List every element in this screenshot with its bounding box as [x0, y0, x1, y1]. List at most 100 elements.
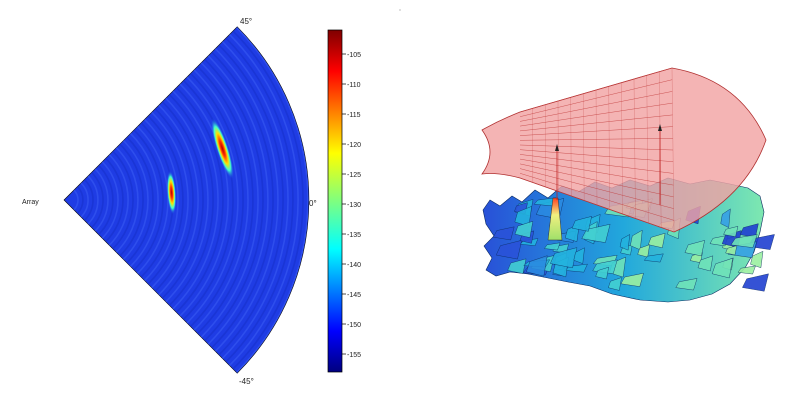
- surface-facet: [595, 266, 609, 280]
- surface-facet: [742, 273, 769, 292]
- range-ripple: [147, 115, 184, 285]
- surface-facet: [619, 234, 630, 251]
- range-ripple: [73, 189, 79, 211]
- range-ripple: [197, 65, 254, 335]
- range-ripple: [122, 140, 149, 260]
- surface-facet: [684, 240, 705, 257]
- range-ripple: [204, 58, 264, 342]
- range-ripple: [161, 101, 204, 299]
- range-ripple: [214, 48, 279, 352]
- stem-marker: [658, 124, 662, 131]
- grid-line: [557, 100, 559, 192]
- surface-facet: [608, 277, 622, 291]
- range-ripple: [144, 118, 179, 282]
- colorbar-tick-label: -155: [347, 352, 361, 359]
- range-ripple: [193, 69, 249, 331]
- range-ripple: [108, 154, 129, 246]
- range-ripple: [211, 51, 274, 349]
- surface-facet: [495, 240, 523, 260]
- upper-surface-grid: [519, 67, 675, 233]
- grid-line: [671, 67, 675, 233]
- range-ripple: [190, 72, 244, 328]
- colorbar-gradient: [327, 29, 343, 373]
- range-ripple: [112, 150, 134, 250]
- surface-facet: [581, 223, 611, 243]
- range-ripple: [232, 30, 304, 370]
- surface-facet: [544, 242, 561, 251]
- polar-heatmap: [63, 26, 310, 374]
- surface-facet: [697, 255, 714, 272]
- surface-facet: [620, 244, 633, 256]
- range-ripple: [200, 62, 259, 338]
- range-ripple: [87, 175, 99, 225]
- range-ripple: [228, 33, 299, 367]
- range-ripple: [158, 104, 199, 296]
- sector-background: [63, 26, 310, 374]
- surface-3d: [481, 67, 775, 303]
- surface-facet: [725, 245, 738, 256]
- surface-facet: [737, 265, 756, 275]
- surface-facet: [620, 272, 644, 287]
- range-ripple: [235, 26, 309, 374]
- range-ripple: [83, 178, 94, 222]
- colorbar-tick-label: -125: [347, 172, 361, 179]
- colorbar-ticks: -105 -110 -115 -120 -125 -130 -135 -140 -145 -150…: [342, 52, 361, 359]
- range-ripple: [186, 76, 239, 324]
- target-2: [210, 118, 234, 179]
- range-ripple: [221, 41, 289, 359]
- range-ripple: [165, 97, 209, 303]
- surface-facet: [723, 226, 739, 237]
- targets: [166, 118, 234, 215]
- surface-facet: [526, 255, 548, 277]
- range-ripple: [76, 186, 84, 214]
- colorbar-tick-label: -140: [347, 262, 361, 269]
- range-ripple: [168, 94, 214, 306]
- surface-peak: [547, 197, 563, 241]
- colorbar-tick-label: -135: [347, 232, 361, 239]
- range-ripple: [115, 147, 139, 253]
- surface-facet: [514, 220, 534, 238]
- colorbar: -105 -110 -115 -120 -125 -130 -135 -140 -145 -150…: [327, 29, 361, 373]
- surface-facet: [730, 234, 758, 248]
- array-label: Array: [22, 199, 39, 206]
- surface-facet: [573, 247, 585, 264]
- range-ripple: [218, 44, 284, 356]
- colorbar-tick-label: -145: [347, 292, 361, 299]
- colorbar-tick-label: -105: [347, 52, 361, 59]
- colorbar-tick-label: -120: [347, 142, 361, 149]
- range-ripple: [179, 83, 229, 317]
- surface-facet: [550, 247, 578, 269]
- colorbar-tick-label: -115: [347, 112, 361, 119]
- grid-line: [595, 89, 598, 206]
- grid-line: [621, 82, 623, 215]
- angle-label-top: 45°: [240, 17, 252, 26]
- surface-facet: [643, 253, 664, 263]
- range-ripple: [94, 168, 109, 232]
- colorbar-tick-label: -130: [347, 202, 361, 209]
- range-ripple: [91, 171, 104, 229]
- range-ripple: [133, 129, 164, 271]
- surface-facet: [507, 258, 527, 274]
- surface-facet: [750, 250, 764, 269]
- grid-line: [646, 75, 649, 224]
- grid-line: [608, 86, 610, 210]
- surface-facet: [571, 216, 592, 232]
- surface-facet: [648, 232, 666, 248]
- grid-line: [583, 93, 585, 201]
- range-ripples: [73, 26, 309, 374]
- surface-facet: [711, 257, 733, 279]
- grid-line: [633, 78, 636, 219]
- range-ripple: [105, 157, 124, 243]
- surface-facet: [720, 208, 731, 228]
- grid-line: [570, 97, 572, 197]
- range-ripple: [207, 55, 269, 345]
- range-ripple: [154, 108, 194, 292]
- range-ripple: [98, 164, 114, 236]
- stem-marker: [555, 144, 559, 151]
- range-ripple: [80, 182, 89, 218]
- colorbar-tick-label: -150: [347, 322, 361, 329]
- surface-facet: [493, 226, 515, 241]
- range-ripple: [101, 161, 119, 239]
- range-ripple: [175, 87, 224, 313]
